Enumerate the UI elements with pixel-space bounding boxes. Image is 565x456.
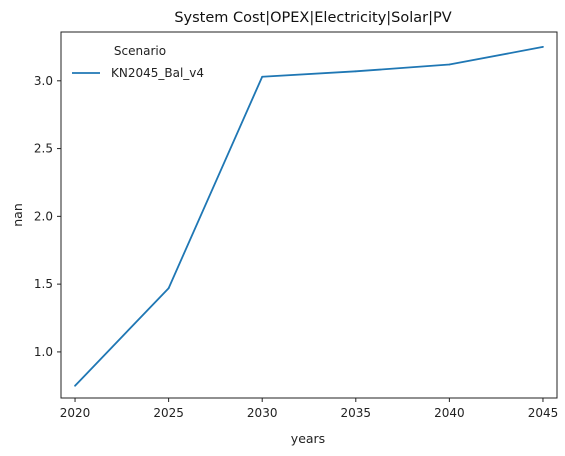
x-tick-label-2020: 2020 (60, 406, 91, 420)
y-tick-label-4: 3.0 (34, 74, 53, 88)
data-point-2025 (167, 287, 170, 290)
data-point-2040 (448, 63, 451, 66)
legend-entry-label: KN2045_Bal_v4 (111, 66, 204, 80)
x-tick-label-2040: 2040 (434, 406, 465, 420)
data-point-2030 (261, 75, 264, 78)
y-tick-label-0: 1.0 (34, 345, 53, 359)
plot-frame (60, 31, 558, 399)
data-point-2035 (354, 70, 357, 73)
y-axis: 1.0 1.5 2.0 2.5 3.0 (34, 74, 61, 359)
x-axis: 2020 2025 2030 2035 2040 2045 (60, 398, 558, 420)
legend: Scenario KN2045_Bal_v4 (72, 44, 204, 80)
data-point-2045 (542, 46, 544, 48)
plot-area (74, 46, 544, 387)
y-tick-label-2: 2.0 (34, 209, 53, 223)
y-axis-label: nan (10, 203, 25, 227)
data-point-2020 (74, 384, 76, 387)
x-tick-label-2030: 2030 (247, 406, 278, 420)
legend-title: Scenario (114, 44, 166, 58)
y-tick-label-1: 1.5 (34, 277, 53, 291)
chart-title: System Cost|OPEX|Electricity|Solar|PV (174, 10, 451, 26)
x-axis-label: years (291, 431, 325, 446)
y-tick-label-3: 2.5 (34, 142, 53, 156)
x-tick-label-2025: 2025 (153, 406, 184, 420)
x-tick-label-2035: 2035 (341, 406, 372, 420)
x-tick-label-2045: 2045 (528, 406, 559, 420)
series-line-0 (74, 46, 544, 387)
